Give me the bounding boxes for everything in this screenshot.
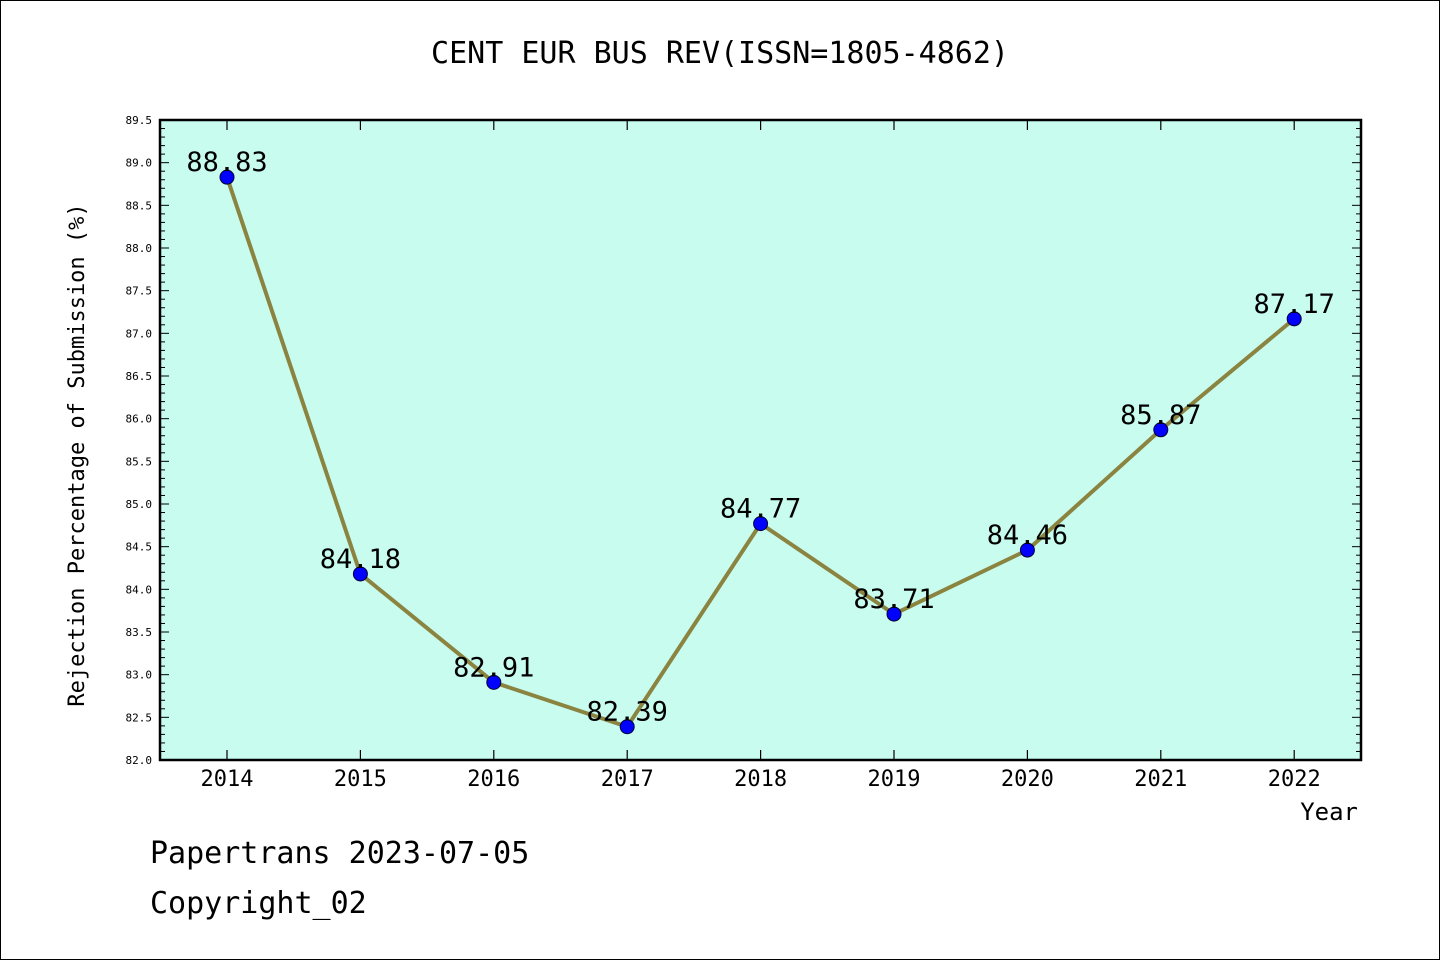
y-tick-label: 89.0 xyxy=(126,157,153,170)
data-label: 82.91 xyxy=(453,652,534,683)
data-point xyxy=(1153,422,1169,438)
x-tick-label: 2016 xyxy=(467,767,520,792)
x-axis: 2014 2015 2016 2017 2018 2019 2020 2021 2022 xyxy=(201,120,1321,792)
data-label: 85.87 xyxy=(1120,400,1201,431)
x-axis-label: Year xyxy=(1300,798,1358,826)
data-label: 83.71 xyxy=(853,584,934,615)
series: 88.83 84.18 82.91 82.39 84.77 83.71 84.46 85.87… xyxy=(186,147,1335,735)
x-tick-label: 2014 xyxy=(201,767,254,792)
data-label: 84.77 xyxy=(720,494,801,525)
data-point xyxy=(1019,542,1035,558)
x-tick-label: 2022 xyxy=(1268,767,1321,792)
x-tick-label: 2015 xyxy=(334,767,387,792)
chart-title: CENT EUR BUS REV(ISSN=1805-4862) xyxy=(431,36,1009,71)
y-tick-label: 89.5 xyxy=(126,114,153,127)
data-point xyxy=(219,169,235,185)
y-axis-label: Rejection Percentage of Submission (%) xyxy=(65,203,90,706)
data-label: 84.18 xyxy=(320,544,401,575)
data-point xyxy=(1286,311,1302,327)
footer-copyright: Copyright_02 xyxy=(150,886,367,921)
y-tick-label: 83.0 xyxy=(126,669,153,682)
y-tick-label: 83.5 xyxy=(126,626,153,639)
data-point xyxy=(486,674,502,690)
y-tick-label: 85.5 xyxy=(126,455,153,468)
x-tick-label: 2021 xyxy=(1134,767,1187,792)
y-tick-label: 84.0 xyxy=(126,583,153,596)
plot-area xyxy=(160,120,1361,760)
y-tick-label: 86.0 xyxy=(126,413,153,426)
data-point xyxy=(753,516,769,532)
y-tick-label: 82.5 xyxy=(126,711,153,724)
x-tick-label: 2019 xyxy=(868,767,921,792)
y-tick-label: 88.5 xyxy=(126,199,153,212)
plot-border xyxy=(158,118,1363,762)
x-tick-label: 2020 xyxy=(1001,767,1054,792)
data-point xyxy=(619,719,635,735)
footer-date: Papertrans 2023-07-05 xyxy=(150,836,530,871)
data-label: 84.46 xyxy=(987,520,1068,551)
y-tick-label: 87.5 xyxy=(126,285,153,298)
data-point xyxy=(352,566,368,582)
x-tick-label: 2017 xyxy=(601,767,654,792)
data-label: 87.17 xyxy=(1254,289,1335,320)
data-label: 82.39 xyxy=(587,697,668,728)
y-tick-label: 87.0 xyxy=(126,327,153,340)
y-tick-label: 85.0 xyxy=(126,498,153,511)
data-label: 88.83 xyxy=(186,147,267,178)
x-tick-label: 2018 xyxy=(734,767,787,792)
data-point xyxy=(886,606,902,622)
y-tick-label: 84.5 xyxy=(126,541,153,554)
y-tick-label: 86.5 xyxy=(126,370,153,383)
y-tick-label: 88.0 xyxy=(126,242,153,255)
y-tick-label: 82.0 xyxy=(126,754,153,767)
